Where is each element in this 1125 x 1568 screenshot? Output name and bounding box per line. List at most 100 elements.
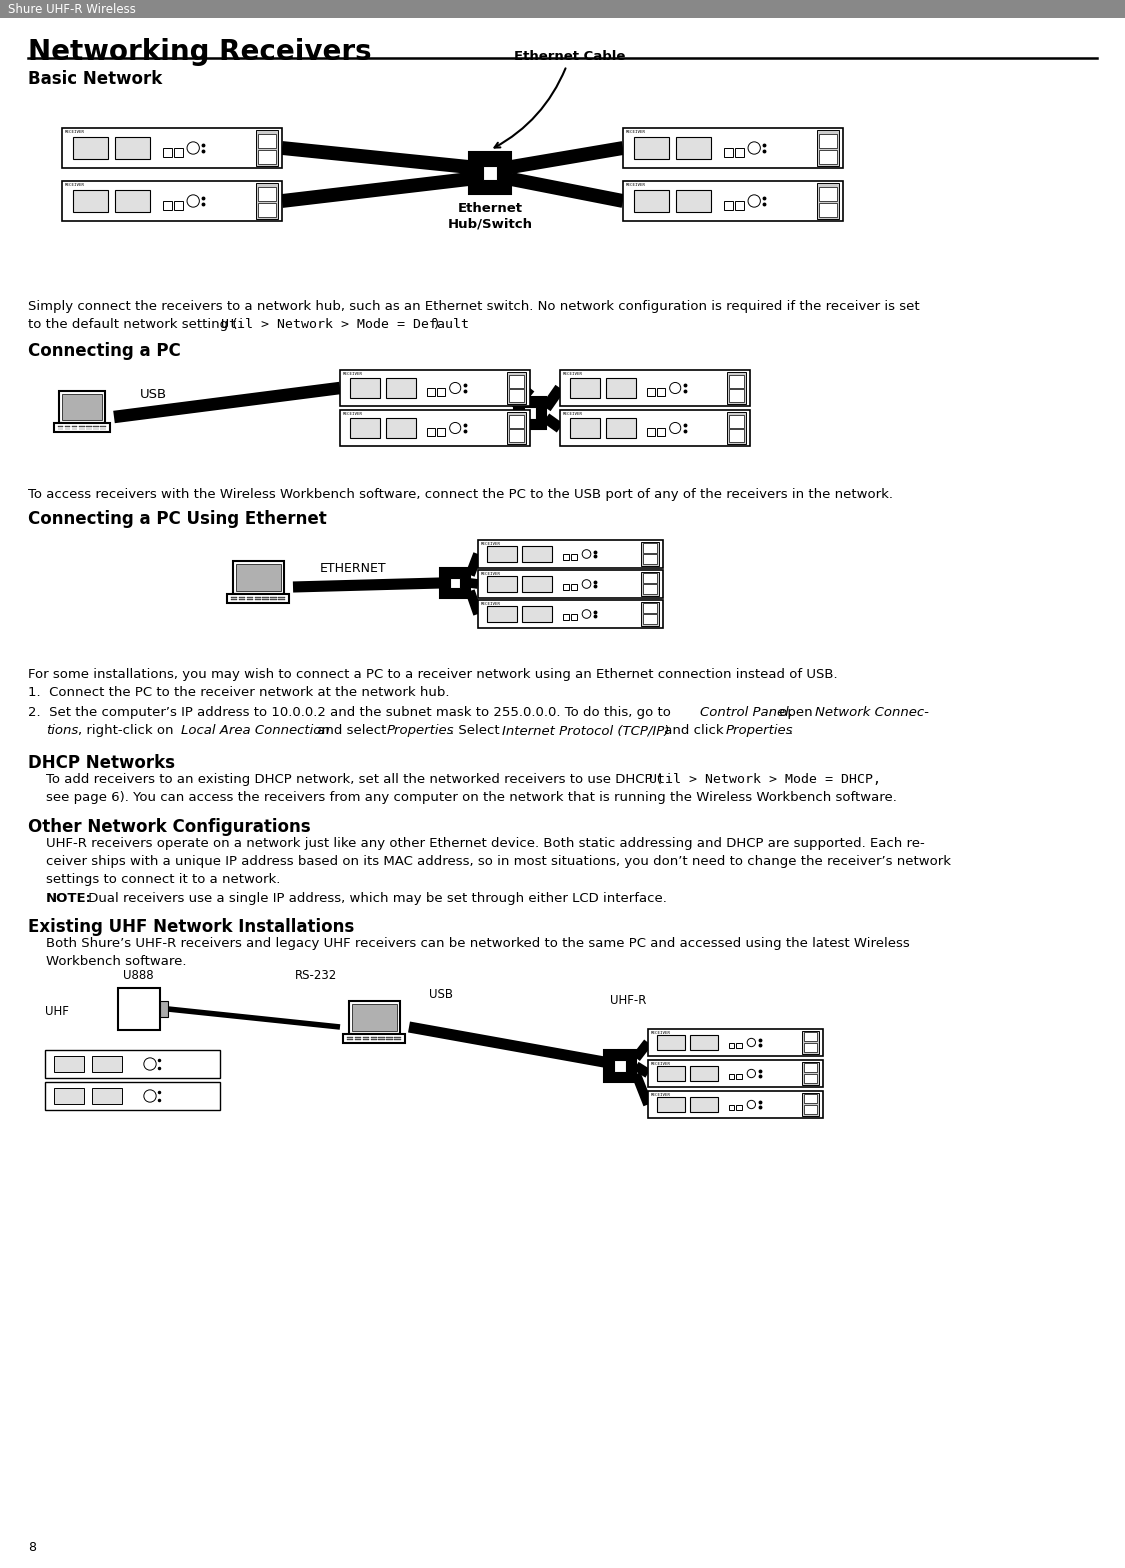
Text: RECEIVER: RECEIVER (65, 183, 86, 187)
Text: Local Area Connection: Local Area Connection (181, 724, 330, 737)
FancyBboxPatch shape (564, 615, 569, 621)
FancyBboxPatch shape (819, 187, 837, 201)
FancyBboxPatch shape (440, 568, 470, 597)
FancyBboxPatch shape (642, 554, 657, 564)
Circle shape (748, 194, 760, 207)
FancyBboxPatch shape (690, 1098, 718, 1112)
FancyBboxPatch shape (727, 372, 746, 405)
FancyBboxPatch shape (160, 1000, 168, 1018)
FancyBboxPatch shape (729, 375, 744, 387)
Text: RECEIVER: RECEIVER (343, 412, 363, 416)
Circle shape (669, 422, 681, 433)
FancyBboxPatch shape (640, 543, 659, 566)
FancyBboxPatch shape (58, 392, 106, 423)
FancyBboxPatch shape (657, 1066, 685, 1080)
FancyBboxPatch shape (623, 180, 843, 221)
FancyBboxPatch shape (642, 604, 657, 613)
Circle shape (187, 194, 199, 207)
Text: Util > Network > Mode = Default: Util > Network > Mode = Default (220, 318, 469, 331)
FancyBboxPatch shape (604, 1051, 636, 1082)
FancyBboxPatch shape (735, 147, 744, 157)
FancyBboxPatch shape (648, 1091, 824, 1118)
Text: UHF: UHF (45, 1005, 69, 1018)
FancyBboxPatch shape (572, 583, 577, 590)
Text: 2.  Set the computer’s IP address to 10.0.0.2 and the subnet mask to 255.0.0.0. : 2. Set the computer’s IP address to 10.0… (28, 706, 675, 720)
FancyBboxPatch shape (819, 133, 837, 147)
FancyBboxPatch shape (614, 1060, 626, 1071)
FancyBboxPatch shape (227, 594, 289, 602)
FancyBboxPatch shape (450, 577, 460, 588)
FancyBboxPatch shape (605, 419, 636, 437)
FancyBboxPatch shape (487, 546, 516, 561)
Text: USB: USB (140, 387, 168, 401)
Text: DHCP Networks: DHCP Networks (28, 754, 176, 771)
Text: RECEIVER: RECEIVER (651, 1093, 670, 1098)
FancyBboxPatch shape (428, 387, 435, 397)
Text: RECEIVER: RECEIVER (626, 183, 646, 187)
FancyBboxPatch shape (45, 1051, 220, 1079)
FancyBboxPatch shape (507, 372, 526, 405)
FancyBboxPatch shape (92, 1088, 122, 1104)
Circle shape (450, 383, 461, 394)
FancyBboxPatch shape (256, 183, 278, 220)
Text: U888: U888 (123, 969, 154, 982)
FancyBboxPatch shape (340, 370, 530, 406)
FancyBboxPatch shape (727, 412, 746, 444)
FancyBboxPatch shape (640, 602, 659, 626)
FancyBboxPatch shape (735, 201, 744, 210)
Text: Other Network Configurations: Other Network Configurations (28, 818, 310, 836)
Circle shape (450, 422, 461, 433)
FancyBboxPatch shape (803, 1043, 817, 1052)
Text: Simply connect the receivers to a network hub, such as an Ethernet switch. No ne: Simply connect the receivers to a networ… (28, 299, 919, 314)
FancyBboxPatch shape (729, 430, 744, 442)
FancyBboxPatch shape (174, 147, 182, 157)
FancyBboxPatch shape (256, 130, 278, 166)
FancyBboxPatch shape (54, 1088, 83, 1104)
Text: Dual receivers use a single IP address, which may be set through either LCD inte: Dual receivers use a single IP address, … (84, 892, 667, 905)
Text: Network Connec-: Network Connec- (814, 706, 929, 720)
Text: Properties: Properties (726, 724, 793, 737)
FancyBboxPatch shape (118, 988, 160, 1030)
Text: Ethernet
Hub/Switch: Ethernet Hub/Switch (448, 202, 532, 230)
FancyBboxPatch shape (690, 1066, 718, 1080)
FancyBboxPatch shape (478, 571, 663, 597)
Text: ETHERNET: ETHERNET (319, 561, 387, 575)
Circle shape (747, 1101, 756, 1109)
FancyBboxPatch shape (0, 0, 1125, 17)
FancyBboxPatch shape (258, 202, 276, 216)
Text: Connecting a PC Using Ethernet: Connecting a PC Using Ethernet (28, 510, 326, 528)
FancyBboxPatch shape (560, 370, 750, 406)
Text: 8: 8 (28, 1541, 36, 1554)
FancyBboxPatch shape (522, 546, 552, 561)
FancyBboxPatch shape (634, 136, 669, 160)
FancyBboxPatch shape (803, 1104, 817, 1113)
Text: RECEIVER: RECEIVER (562, 372, 583, 376)
Text: .: . (789, 724, 793, 737)
Text: RECEIVER: RECEIVER (651, 1032, 670, 1035)
FancyBboxPatch shape (351, 1004, 396, 1030)
FancyBboxPatch shape (73, 190, 108, 212)
FancyBboxPatch shape (115, 190, 150, 212)
FancyBboxPatch shape (647, 387, 656, 397)
FancyBboxPatch shape (428, 428, 435, 436)
Circle shape (583, 610, 591, 618)
FancyBboxPatch shape (174, 201, 182, 210)
Text: UHF-R receivers operate on a network just like any other Ethernet device. Both s: UHF-R receivers operate on a network jus… (46, 837, 925, 850)
Text: and click: and click (660, 724, 728, 737)
Text: ).: ). (434, 318, 443, 331)
FancyBboxPatch shape (163, 201, 172, 210)
Text: Shure UHF-R Wireless: Shure UHF-R Wireless (8, 3, 136, 16)
FancyBboxPatch shape (642, 543, 657, 554)
FancyBboxPatch shape (349, 1000, 399, 1033)
Text: Basic Network: Basic Network (28, 71, 162, 88)
FancyBboxPatch shape (572, 554, 577, 560)
Text: Existing UHF Network Installations: Existing UHF Network Installations (28, 917, 354, 936)
Text: open: open (775, 706, 817, 720)
FancyBboxPatch shape (62, 129, 282, 168)
Circle shape (747, 1069, 756, 1077)
FancyBboxPatch shape (729, 389, 744, 401)
FancyBboxPatch shape (438, 428, 446, 436)
FancyBboxPatch shape (729, 1074, 735, 1079)
Text: , right-click on: , right-click on (78, 724, 178, 737)
FancyBboxPatch shape (62, 180, 282, 221)
